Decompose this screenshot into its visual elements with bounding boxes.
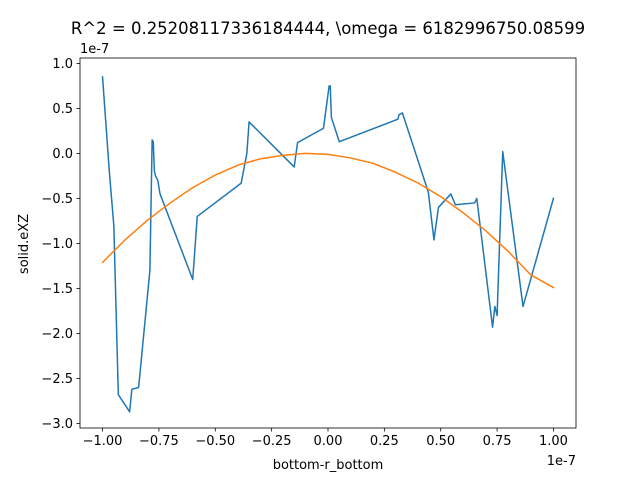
series-line-1 bbox=[101, 76, 555, 413]
y-axis-label: solid.eXZ bbox=[17, 214, 32, 274]
x-axis-label: bottom-r_bottom bbox=[273, 458, 384, 473]
x-tick-label: 0.25 bbox=[370, 434, 399, 449]
y-tick-label: −0.5 bbox=[41, 192, 73, 207]
y-tick-label: 0.5 bbox=[52, 102, 73, 117]
series-line-2 bbox=[101, 152, 555, 289]
y-tick-label: −2.5 bbox=[41, 372, 73, 387]
x-tick-label: 0.50 bbox=[426, 434, 455, 449]
x-tick-label: −0.75 bbox=[139, 434, 179, 449]
plot-area: −1.00 −0.75 −0.50 −0.25 0.00 0.25 0.50 0.75 1.00… bbox=[41, 57, 577, 449]
x-axis-offset-label: 1e-7 bbox=[547, 454, 576, 469]
y-tick-label: −2.0 bbox=[41, 327, 73, 342]
y-tick-label: 1.0 bbox=[52, 57, 73, 72]
x-tick-label: −0.25 bbox=[252, 434, 292, 449]
x-tick-label: −0.50 bbox=[195, 434, 235, 449]
y-tick-label: 0.0 bbox=[52, 147, 73, 162]
x-tick-label: 0.75 bbox=[483, 434, 512, 449]
x-tick-label: 1.00 bbox=[539, 434, 568, 449]
x-tick-label: −1.00 bbox=[83, 434, 123, 449]
y-axis-offset-label: 1e-7 bbox=[80, 42, 109, 57]
x-tick-label: 0.00 bbox=[314, 434, 343, 449]
y-tick-label: −1.0 bbox=[41, 237, 73, 252]
y-tick-label: −3.0 bbox=[41, 417, 73, 432]
chart-title: R^2 = 0.25208117336184444, \omega = 6182… bbox=[71, 19, 585, 38]
y-tick-label: −1.5 bbox=[41, 282, 73, 297]
